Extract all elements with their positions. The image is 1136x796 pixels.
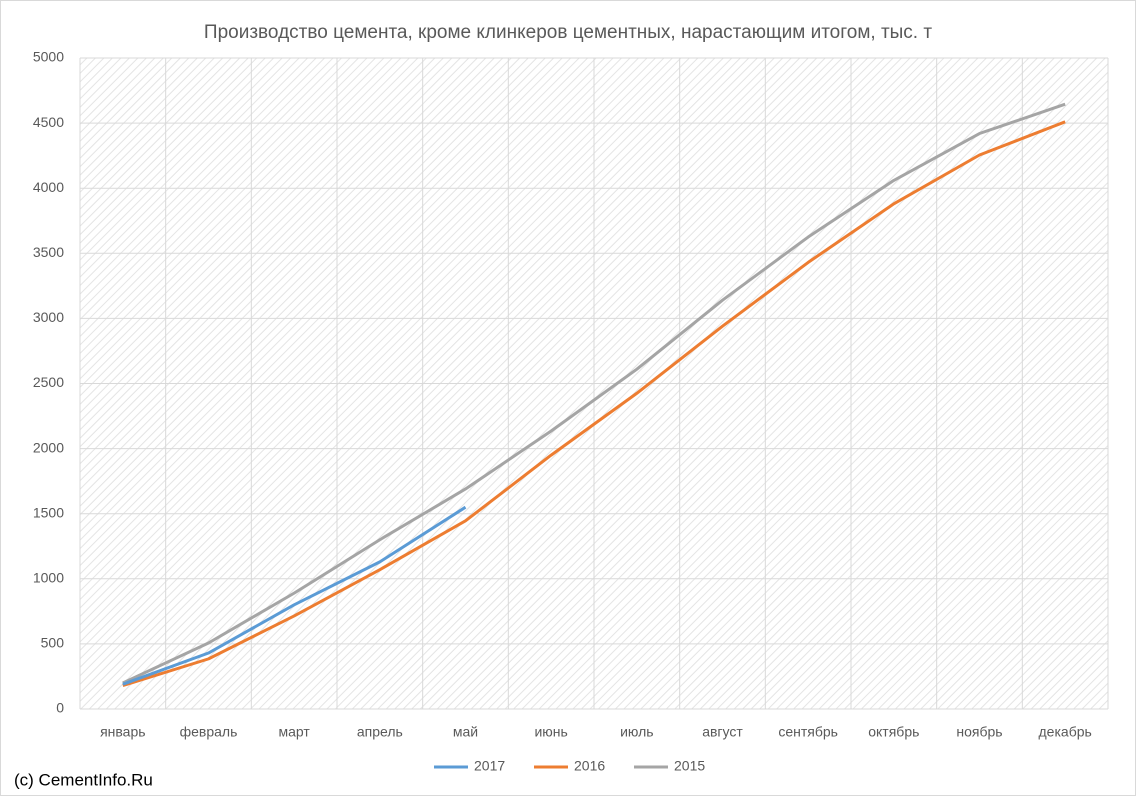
y-tick-label: 4000 — [33, 179, 64, 195]
y-tick-label: 3500 — [33, 244, 64, 260]
x-tick-label: январь — [100, 724, 145, 740]
x-tick-label: декабрь — [1039, 724, 1092, 740]
series-line — [122, 120, 1066, 687]
series-line — [122, 102, 1066, 685]
source: (c) CementInfo.Ru — [14, 770, 153, 789]
y-tick-label: 1500 — [33, 504, 64, 520]
x-tick-label: июнь — [534, 724, 567, 740]
y-tick-label: 2000 — [33, 439, 64, 455]
x-tick-label: февраль — [180, 724, 238, 740]
x-tick-label: апрель — [357, 724, 403, 740]
x-tick-label: август — [702, 724, 743, 740]
x-tick-label: май — [453, 724, 478, 740]
y-tick-label: 5000 — [33, 49, 64, 65]
series-line — [122, 505, 467, 686]
y-tick-label: 500 — [41, 635, 65, 651]
x-tick-label: сентябрь — [778, 724, 838, 740]
chart-title: Производство цемента, кроме клинкеров це… — [204, 22, 932, 43]
x-tick-label: октябрь — [868, 724, 919, 740]
y-tick-label: 4500 — [33, 114, 64, 130]
x-tick-label: июль — [620, 724, 653, 740]
legend-label: 2017 — [474, 758, 505, 774]
y-tick-label: 1000 — [33, 570, 64, 586]
x-tick-label: ноябрь — [956, 724, 1002, 740]
x-tick-label: март — [279, 724, 311, 740]
y-tick-label: 0 — [56, 700, 64, 716]
y-tick-label: 2500 — [33, 374, 64, 390]
legend-label: 2016 — [574, 758, 605, 774]
y-tick-label: 3000 — [33, 309, 64, 325]
legend-label: 2015 — [674, 758, 705, 774]
